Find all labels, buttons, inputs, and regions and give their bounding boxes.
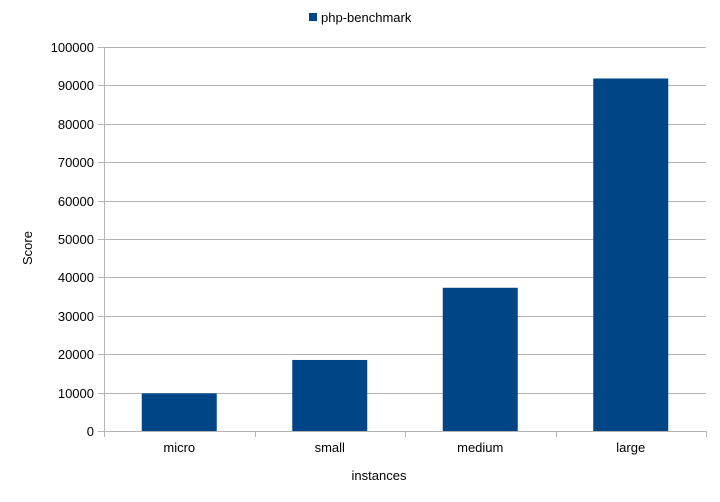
y-tick-labels: 0 10000 20000 30000 40000 50000 60000 70000 8000… (51, 40, 94, 439)
x-tick-labels: micro small medium large (163, 440, 645, 455)
bar-small (292, 359, 368, 431)
bars (141, 78, 669, 431)
bar-large (593, 78, 669, 431)
legend: php-benchmark (309, 10, 412, 25)
legend-label: php-benchmark (321, 10, 412, 25)
y-tick-label: 70000 (58, 155, 94, 170)
y-axis-title: Score (20, 231, 35, 265)
legend-swatch (309, 13, 317, 21)
y-tick-label: 90000 (58, 78, 94, 93)
y-tick-label: 40000 (58, 270, 94, 285)
x-axis-title: instances (352, 468, 407, 483)
y-tick-label: 10000 (58, 386, 94, 401)
y-tick-label: 30000 (58, 309, 94, 324)
axes (98, 47, 707, 437)
bar-medium (442, 287, 518, 431)
x-tick-label: medium (457, 440, 503, 455)
bar-micro (141, 393, 217, 431)
x-tick-label: large (616, 440, 645, 455)
y-tick-label: 50000 (58, 232, 94, 247)
y-tick-label: 0 (87, 424, 94, 439)
y-tick-label: 60000 (58, 194, 94, 209)
y-tick-label: 100000 (51, 40, 94, 55)
y-tick-label: 20000 (58, 347, 94, 362)
x-tick-label: small (315, 440, 345, 455)
y-tick-label: 80000 (58, 117, 94, 132)
x-tick-label: micro (163, 440, 195, 455)
